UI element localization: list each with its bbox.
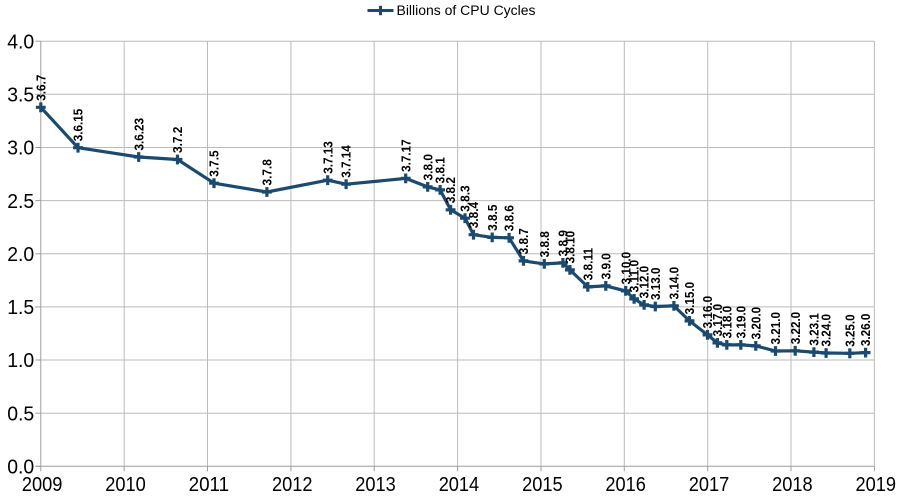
svg-text:1.5: 1.5 <box>7 297 34 319</box>
svg-text:3.25.0: 3.25.0 <box>843 314 857 347</box>
svg-text:3.15.0: 3.15.0 <box>683 282 697 315</box>
svg-text:3.18.0: 3.18.0 <box>720 306 734 339</box>
svg-text:3.9.0: 3.9.0 <box>599 253 613 279</box>
svg-text:4.0: 4.0 <box>7 31 34 53</box>
svg-text:3.7.5: 3.7.5 <box>208 150 222 176</box>
svg-text:2014: 2014 <box>439 474 480 496</box>
svg-text:2013: 2013 <box>355 474 396 496</box>
svg-text:2.0: 2.0 <box>7 244 34 266</box>
svg-text:2017: 2017 <box>689 474 730 496</box>
svg-text:3.8.1: 3.8.1 <box>434 157 448 183</box>
svg-text:3.8.6: 3.8.6 <box>503 205 517 231</box>
svg-text:3.24.0: 3.24.0 <box>820 314 834 347</box>
svg-text:3.6.7: 3.6.7 <box>34 74 48 100</box>
svg-text:3.6.15: 3.6.15 <box>72 109 86 142</box>
svg-text:3.10.0: 3.10.0 <box>619 252 633 285</box>
svg-text:3.8.10: 3.8.10 <box>564 231 578 264</box>
svg-text:2011: 2011 <box>189 474 230 496</box>
svg-text:3.11.0: 3.11.0 <box>628 260 642 293</box>
svg-text:3.8.4: 3.8.4 <box>467 202 481 228</box>
svg-text:3.7.13: 3.7.13 <box>321 141 335 174</box>
svg-text:3.16.0: 3.16.0 <box>701 296 715 329</box>
svg-text:2.5: 2.5 <box>7 191 34 213</box>
svg-text:0.0: 0.0 <box>7 457 34 479</box>
svg-text:3.7.2: 3.7.2 <box>171 127 185 153</box>
svg-text:3.14.0: 3.14.0 <box>668 267 682 300</box>
svg-text:3.8.11: 3.8.11 <box>581 248 595 281</box>
svg-text:3.7.8: 3.7.8 <box>261 159 275 185</box>
svg-text:2018: 2018 <box>772 474 813 496</box>
svg-text:3.17.0: 3.17.0 <box>711 304 725 337</box>
svg-text:3.5: 3.5 <box>7 85 34 107</box>
svg-text:3.13.0: 3.13.0 <box>649 267 663 300</box>
svg-text:3.19.0: 3.19.0 <box>734 306 748 339</box>
svg-text:2015: 2015 <box>522 474 563 496</box>
svg-text:3.7.14: 3.7.14 <box>340 145 354 178</box>
svg-text:2016: 2016 <box>605 474 646 496</box>
svg-text:3.8.2: 3.8.2 <box>444 177 458 203</box>
svg-text:3.20.0: 3.20.0 <box>749 307 763 340</box>
svg-text:3.26.0: 3.26.0 <box>859 314 873 347</box>
svg-text:3.23.1: 3.23.1 <box>808 313 822 346</box>
svg-text:2009: 2009 <box>22 474 63 496</box>
svg-text:3.6.23: 3.6.23 <box>132 118 146 151</box>
svg-text:3.0: 3.0 <box>7 138 34 160</box>
svg-text:1.0: 1.0 <box>7 350 34 372</box>
svg-text:Billions of CPU Cycles: Billions of CPU Cycles <box>397 3 536 18</box>
svg-text:3.8.7: 3.8.7 <box>517 228 531 254</box>
svg-text:2010: 2010 <box>105 474 146 496</box>
svg-text:3.8.3: 3.8.3 <box>459 185 473 211</box>
svg-text:3.22.0: 3.22.0 <box>789 312 803 345</box>
svg-text:3.21.0: 3.21.0 <box>769 312 783 345</box>
svg-text:3.8.8: 3.8.8 <box>538 231 552 257</box>
svg-text:2019: 2019 <box>856 474 897 496</box>
svg-text:3.12.0: 3.12.0 <box>638 266 652 299</box>
svg-text:2012: 2012 <box>272 474 313 496</box>
svg-text:3.8.5: 3.8.5 <box>486 205 500 231</box>
svg-text:3.7.17: 3.7.17 <box>399 139 413 172</box>
svg-text:3.8.0: 3.8.0 <box>421 154 435 180</box>
svg-text:3.8.9: 3.8.9 <box>557 230 571 256</box>
svg-text:0.5: 0.5 <box>7 403 34 425</box>
